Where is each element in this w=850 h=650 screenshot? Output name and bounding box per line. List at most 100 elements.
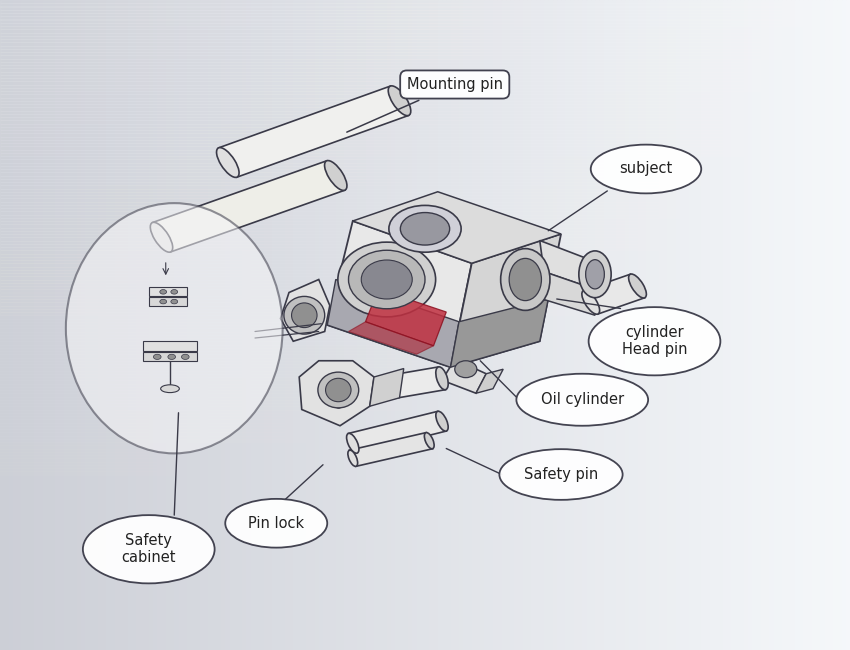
Bar [0, 114, 850, 117]
Bar [26, 0, 30, 650]
Bar [565, 0, 570, 650]
Bar [64, 0, 68, 650]
Bar [400, 0, 404, 650]
Bar [0, 468, 850, 471]
Bar [0, 234, 850, 237]
Bar [0, 94, 850, 98]
Bar [0, 237, 850, 240]
Bar [0, 419, 850, 422]
Bar [0, 627, 850, 630]
Bar [340, 0, 344, 650]
Ellipse shape [161, 385, 179, 393]
Bar [0, 208, 850, 211]
Bar [0, 227, 850, 231]
Bar [0, 13, 850, 16]
Polygon shape [542, 272, 595, 315]
Bar [0, 120, 850, 124]
Ellipse shape [629, 274, 646, 298]
Bar [446, 0, 450, 650]
Ellipse shape [153, 354, 161, 359]
Ellipse shape [150, 222, 173, 252]
Bar [170, 0, 174, 650]
Bar [0, 484, 850, 488]
Bar [38, 0, 42, 650]
Bar [0, 49, 850, 52]
Bar [123, 0, 127, 650]
Bar [128, 0, 132, 650]
Bar [348, 0, 353, 650]
Bar [187, 0, 191, 650]
Bar [0, 78, 850, 81]
Bar [0, 0, 850, 3]
Bar [514, 0, 518, 650]
Bar [0, 328, 850, 332]
Text: cylinder
Head pin: cylinder Head pin [621, 325, 688, 358]
Bar [578, 0, 582, 650]
Bar [544, 0, 548, 650]
Bar [489, 0, 493, 650]
Ellipse shape [325, 161, 347, 190]
Bar [650, 0, 654, 650]
Polygon shape [149, 297, 187, 306]
Bar [0, 62, 850, 65]
Bar [0, 91, 850, 94]
Text: Pin lock: Pin lock [248, 515, 304, 531]
Bar [722, 0, 727, 650]
Text: Oil cylinder: Oil cylinder [541, 392, 624, 408]
Bar [0, 526, 850, 530]
Bar [0, 604, 850, 608]
Bar [34, 0, 38, 650]
Bar [0, 156, 850, 159]
Bar [0, 266, 850, 270]
Ellipse shape [348, 250, 425, 309]
Bar [616, 0, 620, 650]
Bar [212, 0, 217, 650]
Bar [0, 335, 850, 338]
Bar [136, 0, 140, 650]
Bar [0, 572, 850, 575]
Bar [0, 136, 850, 140]
Bar [450, 0, 455, 650]
Bar [0, 130, 850, 133]
Bar [0, 176, 850, 179]
Bar [557, 0, 561, 650]
Bar [21, 0, 26, 650]
Bar [0, 533, 850, 536]
Bar [89, 0, 94, 650]
Bar [0, 81, 850, 84]
Bar [0, 406, 850, 410]
Bar [323, 0, 327, 650]
Ellipse shape [388, 205, 461, 252]
Bar [382, 0, 387, 650]
Bar [217, 0, 221, 650]
Bar [502, 0, 506, 650]
Bar [0, 507, 850, 510]
Ellipse shape [499, 449, 622, 500]
Bar [612, 0, 616, 650]
Bar [0, 442, 850, 445]
Bar [230, 0, 234, 650]
Bar [42, 0, 47, 650]
Bar [47, 0, 51, 650]
Bar [0, 224, 850, 227]
Bar [0, 393, 850, 396]
Bar [706, 0, 710, 650]
Bar [264, 0, 268, 650]
Bar [786, 0, 790, 650]
Bar [391, 0, 395, 650]
Bar [459, 0, 463, 650]
Bar [0, 296, 850, 299]
Bar [0, 644, 850, 647]
Bar [493, 0, 497, 650]
Text: subject: subject [620, 161, 672, 177]
Bar [0, 390, 850, 393]
Bar [434, 0, 438, 650]
Bar [0, 630, 850, 634]
Bar [778, 0, 782, 650]
Bar [540, 0, 544, 650]
Bar [0, 318, 850, 322]
Ellipse shape [361, 260, 412, 299]
Bar [0, 32, 850, 36]
Bar [438, 0, 442, 650]
Bar [0, 575, 850, 578]
